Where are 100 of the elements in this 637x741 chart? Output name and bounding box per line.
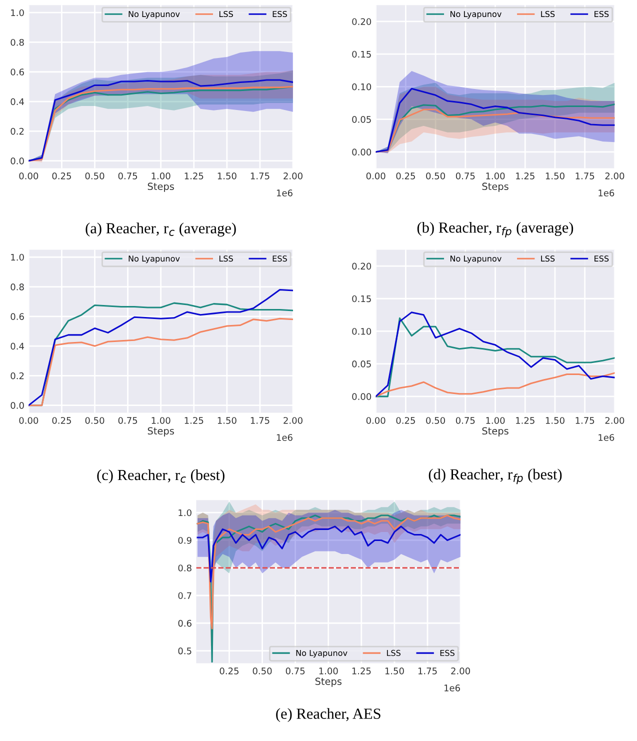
text: (d) Reacher, r$_{fp}$ (best) — [428, 468, 562, 484]
y-tick-label: 0.00 — [352, 148, 372, 156]
y-tick-label: 0.10 — [352, 328, 372, 335]
x-tick-label: 1.00 — [152, 172, 170, 180]
y-tick-label: 0.8 — [10, 283, 24, 290]
x-axis-title: Steps — [315, 678, 342, 687]
x-tick-label: 1.25 — [516, 172, 534, 180]
y-tick-label: 0.6 — [178, 620, 192, 627]
text: 1e6 — [444, 684, 460, 692]
y-tick-label: 0.0 — [10, 158, 24, 164]
x-tick-label: 0.75 — [118, 172, 138, 180]
legend-label: LSS — [387, 650, 400, 656]
x-tick-label: 1.75 — [576, 172, 594, 180]
x-tick-label: 0.50 — [426, 172, 445, 180]
x-axis-title: Steps — [148, 182, 174, 192]
x-tick-label: 2.00 — [605, 172, 624, 180]
x-tick-label: 0.25 — [52, 417, 71, 424]
y-tick-label: 0.7 — [178, 592, 192, 600]
x-tick-label: 1.25 — [184, 417, 204, 424]
x-tick-label: 0.50 — [252, 668, 272, 674]
x-tick-label: 1.00 — [486, 172, 505, 180]
y-tick-label: 1.0 — [11, 9, 24, 16]
y-tick-label: 0.6 — [10, 68, 24, 76]
x-tick-label: 0.25 — [396, 172, 415, 180]
y-tick-label: 0.6 — [10, 313, 24, 320]
y-tick-label: 0.4 — [10, 98, 24, 106]
text: 1e6 — [598, 434, 614, 441]
y-tick-label: 0.20 — [352, 262, 372, 270]
y-tick-label: 0.4 — [10, 342, 24, 350]
text: (b) Reacher, r$_{fp}$ (average) — [417, 222, 574, 238]
y-tick-label: 0.15 — [352, 295, 371, 302]
x-tick-label: 0.75 — [118, 417, 138, 424]
legend-label: ESS — [594, 256, 609, 262]
x-tick-label: 1.25 — [184, 172, 204, 180]
x-tick-label: 1.75 — [418, 668, 437, 674]
x-tick-label: 1.75 — [250, 172, 270, 180]
legend-label: ESS — [272, 10, 287, 18]
x-tick-label: 0.25 — [396, 417, 415, 424]
x-tick-label: 0.25 — [220, 668, 238, 674]
y-tick-label: 0.20 — [352, 18, 372, 26]
text: 1e6 — [598, 190, 614, 196]
y-tick-label: 0.05 — [352, 360, 371, 368]
text: (e) Reacher, AES — [276, 708, 380, 722]
x-tick-label: 2.00 — [284, 172, 302, 180]
text: 1e6 — [276, 434, 292, 441]
legend-label: LSS — [219, 256, 233, 262]
x-axis-title: Steps — [482, 182, 508, 192]
y-tick-label: 0.00 — [352, 393, 372, 400]
y-tick-label: 0.2 — [10, 372, 24, 380]
y-tick-label: 0.5 — [178, 647, 192, 654]
text: (a) Reacher, r$_{c}$ (average) — [86, 222, 236, 237]
x-tick-label: 0.75 — [456, 172, 475, 180]
x-tick-label: 1.00 — [319, 668, 338, 674]
y-tick-label: 1.0 — [178, 509, 192, 516]
x-tick-label: 0.50 — [426, 417, 445, 424]
text: 1e6 — [276, 190, 292, 196]
x-tick-label: 0.00 — [366, 172, 386, 180]
y-tick-label: 0.8 — [178, 564, 192, 572]
legend-label: No Lyapunov — [128, 256, 180, 264]
legend-label: No Lyapunov — [296, 650, 348, 658]
y-tick-label: 0.10 — [352, 83, 372, 90]
line-series — [196, 514, 461, 630]
legend-label: LSS — [541, 10, 555, 18]
legend-label: No Lyapunov — [450, 256, 502, 264]
line-series — [196, 526, 461, 582]
legend-label: LSS — [219, 10, 233, 18]
x-axis-title: Steps — [482, 427, 508, 436]
y-tick-label: 0.9 — [178, 536, 192, 544]
x-tick-label: 1.25 — [352, 668, 371, 674]
x-tick-label: 0.00 — [19, 417, 38, 424]
x-tick-label: 0.25 — [52, 172, 71, 180]
x-tick-label: 0.75 — [456, 417, 475, 424]
x-tick-label: 1.00 — [152, 417, 170, 424]
x-tick-label: 0.50 — [85, 172, 104, 180]
x-tick-label: 1.50 — [546, 417, 564, 424]
x-tick-label: 1.50 — [546, 172, 564, 180]
x-tick-label: 1.25 — [516, 417, 534, 424]
x-tick-label: 1.50 — [218, 417, 236, 424]
x-tick-label: 1.75 — [250, 417, 270, 424]
line-series — [376, 372, 615, 398]
x-tick-label: 1.50 — [218, 172, 236, 180]
x-tick-label: 1.50 — [385, 668, 404, 674]
y-tick-label: 1.0 — [11, 254, 24, 261]
x-tick-label: 0.00 — [366, 417, 386, 424]
y-tick-label: 0.0 — [10, 402, 24, 409]
y-tick-label: 0.8 — [10, 38, 24, 46]
legend-label: ESS — [440, 650, 454, 656]
y-tick-label: 0.05 — [352, 116, 371, 123]
x-tick-label: 0.50 — [85, 417, 104, 424]
legend-label: No Lyapunov — [450, 11, 502, 19]
legend-label: ESS — [272, 256, 287, 262]
x-tick-label: 2.00 — [451, 668, 470, 674]
x-tick-label: 0.00 — [19, 172, 38, 180]
x-tick-label: 2.00 — [284, 417, 302, 424]
text: (c) Reacher, r$_{c}$ (best) — [97, 469, 224, 484]
legend-label: ESS — [594, 10, 609, 18]
x-tick-label: 0.75 — [286, 668, 305, 674]
x-tick-label: 2.00 — [605, 417, 624, 424]
x-tick-label: 1.75 — [576, 417, 594, 424]
x-tick-label: 1.00 — [486, 417, 505, 424]
